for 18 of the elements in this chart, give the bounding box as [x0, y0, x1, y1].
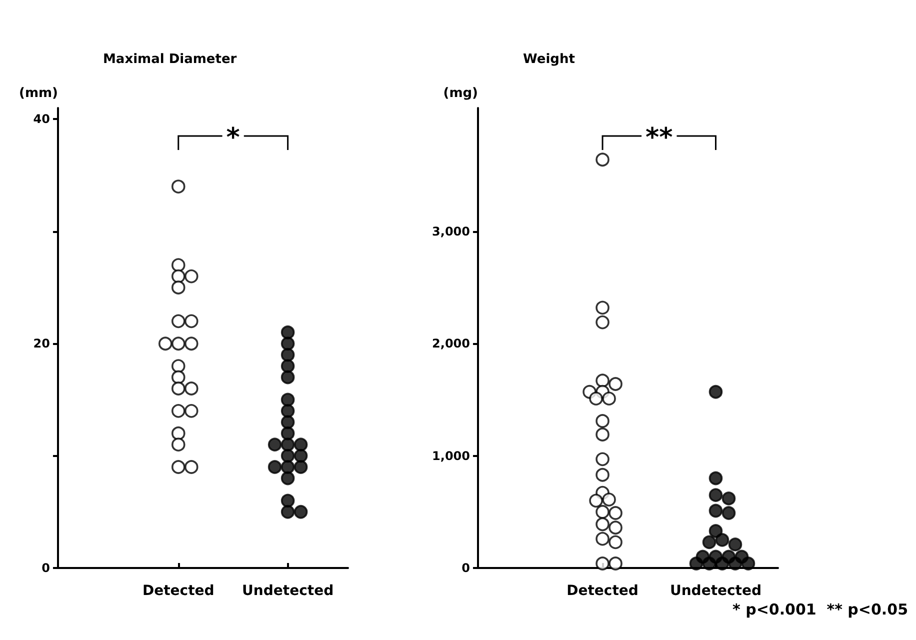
- x-tick-label: Detected: [566, 583, 638, 599]
- y-tick-label: 2,000: [432, 336, 470, 351]
- x-tick-label: Detected: [142, 583, 214, 599]
- y-axis-title: (mg): [443, 86, 478, 101]
- y-tick-label: 3,000: [432, 224, 470, 238]
- y-tick-label: 0: [42, 561, 50, 575]
- chart-title: Weight: [523, 52, 575, 67]
- x-tick-label: Undetected: [670, 583, 762, 599]
- annotation: **: [646, 123, 674, 153]
- y-axis-title: (mm): [19, 86, 58, 101]
- text: * p<0.001 ** p<0.05: [732, 600, 908, 618]
- y-tick-label: 20: [33, 336, 50, 351]
- chart-title: Maximal Diameter: [103, 52, 238, 67]
- x-tick-label: Undetected: [242, 583, 334, 599]
- y-tick-label: 0: [462, 561, 470, 575]
- annotation: *: [226, 123, 240, 153]
- y-tick-label: 40: [33, 112, 50, 126]
- y-tick-label: 1,000: [432, 448, 470, 463]
